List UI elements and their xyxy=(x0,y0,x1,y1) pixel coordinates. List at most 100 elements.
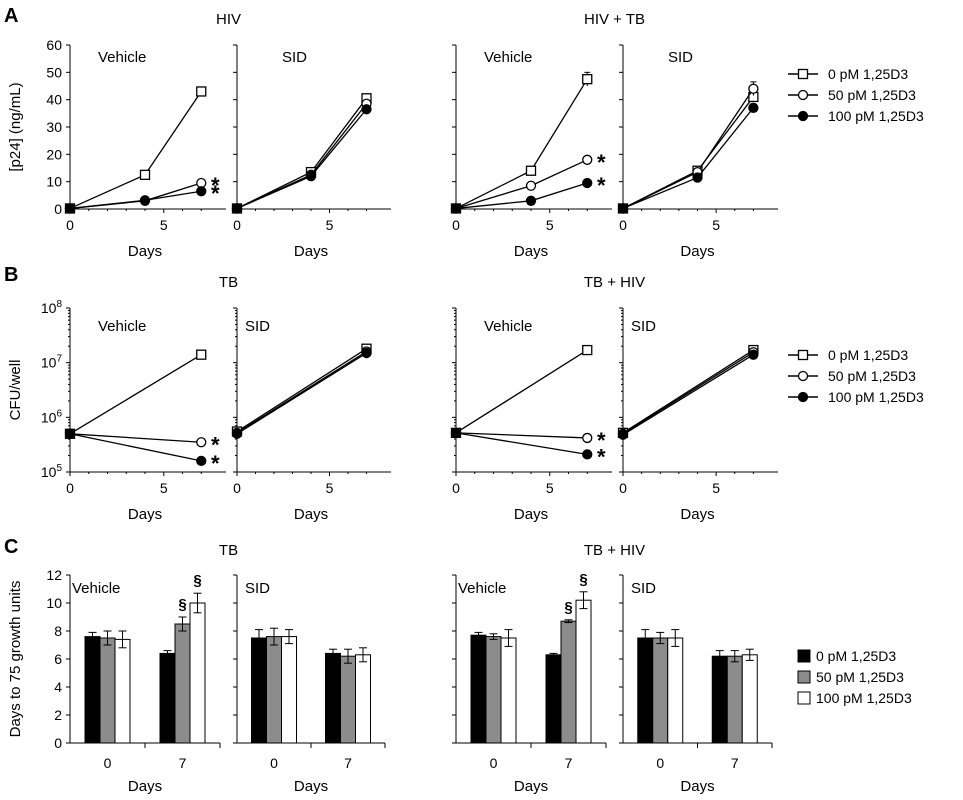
legend-B-label-1: 50 pM 1,25D3 xyxy=(828,368,916,384)
chart-0-series-2-point xyxy=(196,186,207,197)
chart-4-series-2-line xyxy=(69,433,202,462)
chart-4-title: TB xyxy=(219,274,238,291)
chart-5-xtick-label: 5 xyxy=(326,480,334,496)
chart-9-bar-s2-c1 xyxy=(355,654,371,744)
legend-A-label-2: 100 pM 1,25D3 xyxy=(828,108,924,124)
chart-4-ylabel: CFU/well xyxy=(7,360,24,421)
chart-11-xtick-label: 7 xyxy=(731,755,739,771)
legend-A-marker-2 xyxy=(797,110,809,122)
chart-8-ytick-label: 10 xyxy=(46,595,62,611)
chart-3-series-2-point xyxy=(692,172,703,183)
chart-7-series-2-point xyxy=(748,349,759,360)
chart-8-ytick-label: 2 xyxy=(54,707,62,723)
chart-0-series-2-sig: * xyxy=(211,181,220,206)
chart-9-xtick-label: 7 xyxy=(344,755,352,771)
chart-2-series-1-sig: * xyxy=(597,150,606,175)
chart-0-series-0-point xyxy=(196,86,207,97)
chart-5-series-2-line xyxy=(236,352,367,435)
chart-7-series-2-line xyxy=(622,354,754,436)
chart-6-xtick-label: 0 xyxy=(452,480,460,496)
panel-letter-B: B xyxy=(4,264,18,286)
chart-5-series-0-line xyxy=(236,348,367,433)
chart-0-series-0-point xyxy=(139,169,151,180)
chart-2-subtitle: Vehicle xyxy=(484,49,532,66)
chart-0-ytick-label: 0 xyxy=(54,201,62,217)
panel-letter-A: A xyxy=(4,5,18,27)
chart-8-bar-s1-c1-sig: § xyxy=(178,596,186,613)
chart-6-series-2-point xyxy=(582,449,593,460)
chart-0-series-1-line xyxy=(69,182,202,210)
chart-0-title: HIV xyxy=(216,11,241,28)
chart-3-series-2-point xyxy=(617,203,629,214)
chart-8-ytick-label: 4 xyxy=(54,679,62,695)
chart-6-series-0-line xyxy=(455,349,588,434)
chart-7-xtick-label: 5 xyxy=(712,480,720,496)
chart-2-series-2-point xyxy=(450,203,462,214)
chart-1-series-1-line xyxy=(236,103,368,210)
chart-0-series-2-point xyxy=(139,195,151,206)
chart-10-bar-s1-c0 xyxy=(485,636,502,744)
chart-9-bar-s0-c0 xyxy=(251,637,267,744)
chart-4-xlabel: Days xyxy=(128,506,162,523)
chart-9-xtick-label: 0 xyxy=(270,755,278,771)
legend-B-marker-2 xyxy=(797,391,809,403)
chart-0-series-2-point xyxy=(64,203,76,214)
legend-C-swatch-0 xyxy=(797,649,811,663)
chart-1-xlabel: Days xyxy=(294,243,328,260)
chart-7-subtitle: SID xyxy=(631,318,656,335)
chart-0-ytick-label: 50 xyxy=(46,64,62,80)
legend-A-label-0: 0 pM 1,25D3 xyxy=(828,66,908,82)
chart-9-xlabel: Days xyxy=(294,778,328,795)
chart-6-series-2-line xyxy=(455,432,588,456)
chart-8-subtitle: Vehicle xyxy=(72,580,120,597)
chart-11-bar-s1-c0 xyxy=(652,637,669,744)
chart-6-series-2-sig: * xyxy=(597,444,606,469)
chart-8-bar-s2-c1-sig: § xyxy=(193,572,201,589)
chart-10-bar-s0-c0 xyxy=(470,634,487,744)
chart-10-xlabel: Days xyxy=(514,778,548,795)
chart-2-series-2-line xyxy=(455,182,588,210)
chart-11-bar-s2-c0 xyxy=(667,637,684,744)
chart-4-ytick-label: 106 xyxy=(41,408,63,425)
chart-8-bar-s0-c1 xyxy=(159,652,176,744)
chart-4-series-2-point xyxy=(196,455,207,466)
chart-9-bar-s1-c1 xyxy=(340,655,356,744)
chart-6-series-2-point xyxy=(450,427,462,439)
chart-4-xtick-label: 0 xyxy=(66,480,74,496)
chart-10-subtitle: Vehicle xyxy=(458,580,506,597)
chart-0-series-0-line xyxy=(69,91,202,210)
legend-C-label-1: 50 pM 1,25D3 xyxy=(816,669,904,685)
chart-11-bar-s1-c1 xyxy=(726,655,743,744)
chart-6-series-0-point xyxy=(582,344,593,356)
chart-1-series-2-point xyxy=(305,171,317,182)
chart-0-xlabel: Days xyxy=(128,243,162,260)
chart-10-xtick-label: 0 xyxy=(490,755,498,771)
chart-11-bar-s2-c1 xyxy=(741,654,758,744)
chart-5-series-2-point xyxy=(231,428,243,439)
chart-10-bar-s0-c1 xyxy=(545,654,562,744)
chart-8-bar-s1-c1 xyxy=(174,623,191,744)
chart-5-series-1-line xyxy=(236,350,367,434)
chart-6-series-1-line xyxy=(455,432,588,439)
chart-2-series-2-point xyxy=(525,195,537,206)
chart-6-xtick-label: 5 xyxy=(546,480,554,496)
chart-2-title: HIV + TB xyxy=(584,11,645,28)
chart-7-series-0-line xyxy=(622,349,754,434)
chart-7-series-2-point xyxy=(617,429,629,440)
chart-3-series-2-point xyxy=(748,102,759,114)
chart-3-xlabel: Days xyxy=(680,243,714,260)
chart-4-series-1-sig: * xyxy=(211,432,220,457)
chart-2-series-0-point xyxy=(525,165,537,176)
chart-3-series-1-point xyxy=(748,83,759,94)
chart-0-series-1-sig: * xyxy=(211,173,220,198)
chart-2-series-1-point xyxy=(525,180,537,191)
chart-5-subtitle: SID xyxy=(245,318,270,335)
chart-4-ytick-label: 107 xyxy=(41,354,63,371)
chart-8-bar-s2-c0 xyxy=(114,638,131,744)
chart-7-xlabel: Days xyxy=(680,506,714,523)
chart-4-series-1-line xyxy=(69,433,202,443)
chart-1-xtick-label: 5 xyxy=(326,217,334,233)
chart-0-subtitle: Vehicle xyxy=(98,49,146,66)
chart-3-xtick-label: 0 xyxy=(619,217,627,233)
chart-2-xtick-label: 5 xyxy=(546,217,554,233)
